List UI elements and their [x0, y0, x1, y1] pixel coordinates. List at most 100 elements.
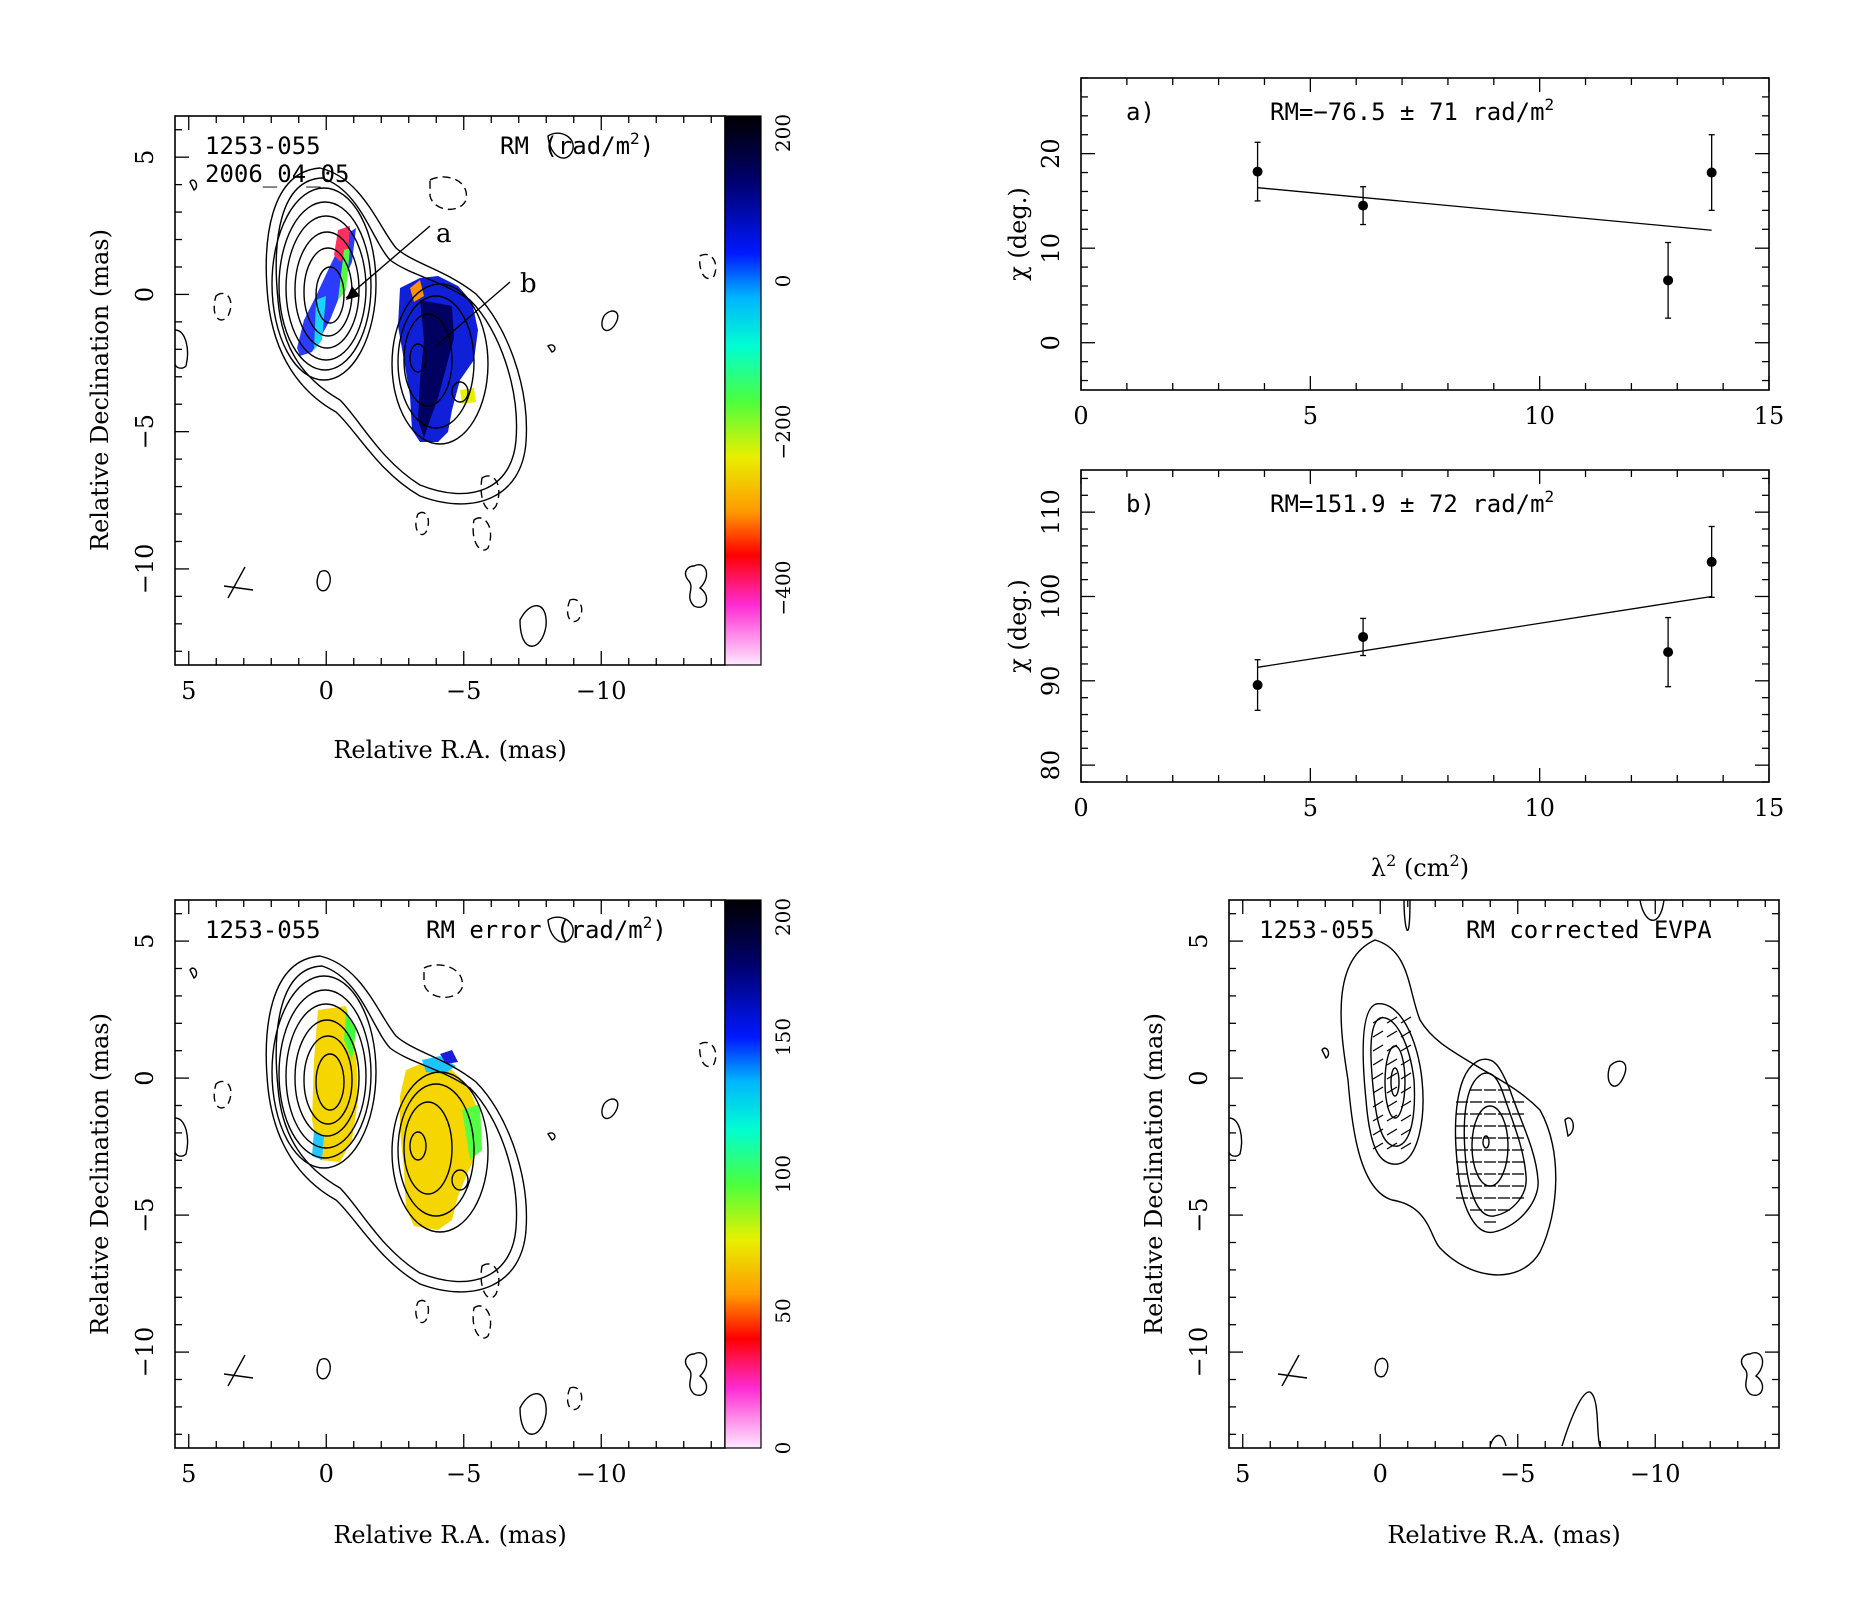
evpa-low-contour [1229, 1117, 1243, 1157]
jet-contour [397, 1083, 475, 1217]
evpa-low-contour [1489, 1434, 1507, 1447]
y-tick-label: 0 [1185, 1070, 1213, 1085]
evpa-map-xlabel: Relative R.A. (mas) [1387, 1521, 1620, 1549]
low-contour [316, 570, 331, 592]
rm-colorbar-tick-label: −400 [771, 561, 795, 616]
y-tick-label: 90 [1037, 666, 1065, 697]
core-contour [294, 231, 360, 349]
x-tick-label: 0 [319, 1460, 334, 1488]
y-tick-label: 80 [1037, 750, 1065, 781]
x-tick-label: −5 [446, 677, 481, 705]
evpa-vector [1386, 1086, 1398, 1094]
negative-contour [472, 517, 492, 551]
low-contour [601, 310, 619, 332]
low-contour [189, 967, 198, 980]
marker-a-arrow [346, 286, 360, 300]
negative-contour [480, 475, 500, 511]
marker-b-label: b [520, 269, 537, 299]
evpa-low-contour [1564, 1117, 1574, 1138]
fit-xlabel: λ2 (cm2) [1371, 851, 1469, 882]
rm-colorbar-tick-label: 0 [771, 275, 795, 288]
evpa-vector [1400, 1072, 1412, 1080]
beam-cross [227, 1354, 246, 1387]
y-tick-label: −10 [1185, 1327, 1213, 1378]
data-point [1706, 167, 1717, 178]
negative-contour [429, 176, 467, 210]
fit-a-frame [1080, 77, 1770, 391]
evpa-vector [1400, 1100, 1412, 1108]
y-tick-label: 0 [1037, 335, 1065, 350]
x-tick-label: 10 [1524, 402, 1555, 430]
evpa-vector [1400, 1058, 1412, 1066]
evpa-jet-contour [1482, 1135, 1490, 1149]
fit-a-letter: a) [1126, 98, 1155, 126]
fit-b-frame [1080, 469, 1770, 783]
low-contour [547, 344, 556, 353]
x-tick-label: 0 [1073, 402, 1088, 430]
observation-date: 2006_04_05 [205, 160, 350, 188]
rm-error-colorbar [724, 899, 762, 1449]
fit-b-ylabel: χ (deg.) [1004, 579, 1032, 672]
fit-panel-b: 0 5 10 15 80 90 100 110 b) RM=151.9 ± 72 rad/m2… [1004, 469, 1784, 822]
rm-error-patch-jet-cyan [422, 1056, 456, 1074]
y-tick-label: −5 [131, 1197, 159, 1232]
rm-patch-core-green [338, 248, 350, 300]
low-contour [316, 1358, 331, 1380]
y-tick-label: 100 [1037, 574, 1065, 620]
evpa-map-axes: 5 0 −5 −10 5 0 −5 −10 [1185, 900, 1779, 1488]
low-contour [547, 132, 574, 159]
envelope-contour [265, 955, 528, 1293]
x-tick-label: 0 [1073, 794, 1088, 822]
evpa-vector [1372, 1086, 1384, 1094]
y-tick-label: 110 [1037, 489, 1065, 535]
data-point [1252, 166, 1263, 177]
marker-a-line [345, 225, 431, 299]
rm-error-colorbar-tick-label: 0 [771, 1442, 795, 1455]
jet-contour [409, 1131, 427, 1161]
evpa-vector [1386, 1100, 1398, 1108]
jet-contour [403, 313, 453, 407]
x-tick-label: 15 [1754, 402, 1785, 430]
core-contour [303, 1035, 353, 1125]
rm-error-patch-core-green [344, 1010, 356, 1060]
x-tick-label: 5 [1235, 1460, 1250, 1488]
fit-a-axes: 0 5 10 15 0 10 20 [1037, 77, 1785, 430]
evpa-vector [1400, 1030, 1412, 1038]
jet-contour [397, 295, 475, 429]
data-point [1663, 275, 1674, 286]
negative-contour [699, 253, 717, 280]
y-tick-label: −5 [1185, 1197, 1213, 1232]
source-name: 1253-055 [1259, 916, 1375, 944]
rm-error-colorbar-tick-label: 50 [771, 1298, 795, 1323]
beam-cross [227, 566, 246, 599]
rm-error-quantity-label: RM error (rad/m2) [426, 913, 667, 944]
rm-error-map-xlabel: Relative R.A. (mas) [333, 1521, 566, 1549]
evpa-vector [1372, 1030, 1384, 1038]
rm-map-axes: 5 0 −5 −10 5 0 −5 −10 [131, 116, 712, 705]
evpa-vector [1386, 1030, 1398, 1038]
rm-map-panel: a b 5 0 −5 −10 5 0 −5 −10 1253-055 2006_04_05 R… [86, 114, 795, 764]
evpa-vector [1400, 1114, 1412, 1122]
rm-error-patch-core-cyan [312, 1130, 324, 1160]
core-contour [285, 215, 367, 361]
x-tick-label: 5 [181, 677, 196, 705]
evpa-low-contour [1374, 1357, 1389, 1378]
rm-patch-jet-dark [418, 300, 454, 438]
evpa-vector [1400, 1086, 1412, 1094]
evpa-low-contour [1403, 900, 1411, 932]
evpa-low-contour [1607, 1060, 1627, 1087]
fit-b-letter: b) [1126, 490, 1155, 518]
beam-cross [223, 585, 254, 591]
evpa-core-contour [1384, 1045, 1406, 1119]
y-tick-label: 5 [131, 933, 159, 948]
fit-b-axes: 0 5 10 15 80 90 100 110 [1037, 470, 1784, 822]
rm-colorbar-ticks: 200 0 −200 −400 [771, 114, 795, 616]
evpa-vector [1400, 1044, 1412, 1052]
rm-error-colorbar-ticks: 200 150 100 50 0 [771, 898, 795, 1454]
negative-contour [415, 1299, 430, 1324]
rm-error-colorbar-tick-label: 150 [771, 1018, 795, 1056]
envelope-contour [265, 167, 528, 505]
core-contour [278, 989, 372, 1159]
low-contour [519, 1393, 547, 1435]
y-tick-label: 0 [131, 287, 159, 302]
